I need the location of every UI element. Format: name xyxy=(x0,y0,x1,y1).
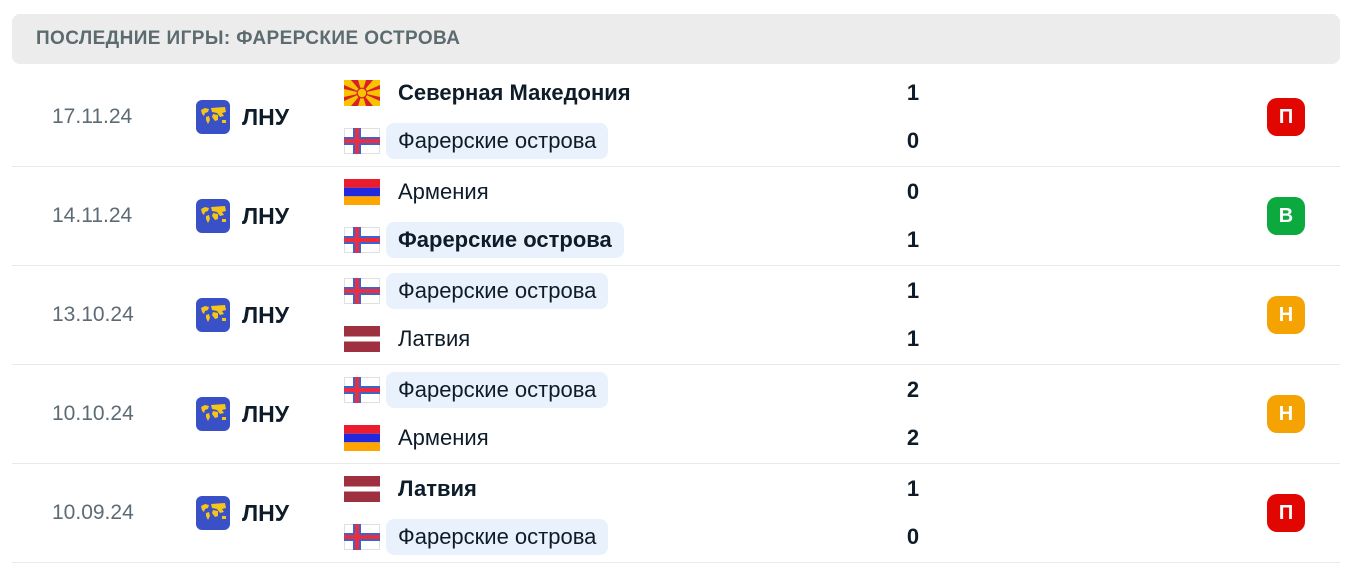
match-list: 17.11.24 ЛНУ Северная Македония Фарерски… xyxy=(12,68,1340,563)
scores: 2 2 xyxy=(883,366,943,462)
home-score: 1 xyxy=(906,278,920,303)
competition: ЛНУ xyxy=(196,298,344,332)
match-row[interactable]: 14.11.24 ЛНУ Армения Фарерские острова 0… xyxy=(12,167,1340,266)
flag-icon xyxy=(344,326,380,352)
world-map-icon xyxy=(196,496,230,530)
team-name: Фарерские острова xyxy=(386,123,609,159)
away-score: 2 xyxy=(906,425,920,450)
match-row[interactable]: 17.11.24 ЛНУ Северная Македония Фарерски… xyxy=(12,68,1340,167)
match-date: 14.11.24 xyxy=(52,204,133,227)
match-row[interactable]: 10.10.24 ЛНУ Фарерские острова Армения 2… xyxy=(12,365,1340,464)
widget-title: ПОСЛЕДНИЕ ИГРЫ: ФАРЕРСКИЕ ОСТРОВА xyxy=(36,28,461,49)
teams: Фарерские острова Армения xyxy=(344,366,883,462)
team-name: Фарерские острова xyxy=(386,222,624,258)
away-team: Латвия xyxy=(344,315,883,363)
competition-label: ЛНУ xyxy=(242,202,290,229)
away-team: Фарерские острова xyxy=(344,216,883,264)
flag-icon xyxy=(344,227,380,253)
home-team: Фарерские острова xyxy=(344,267,883,315)
away-score: 0 xyxy=(906,524,920,549)
away-team: Фарерские острова xyxy=(344,117,883,165)
result-badge: П xyxy=(1267,494,1305,532)
flag-icon xyxy=(344,476,380,502)
competition-label: ЛНУ xyxy=(242,499,290,526)
widget-header: ПОСЛЕДНИЕ ИГРЫ: ФАРЕРСКИЕ ОСТРОВА xyxy=(12,14,1340,64)
team-name: Латвия xyxy=(398,326,471,351)
scores: 1 0 xyxy=(883,465,943,561)
match-row[interactable]: 13.10.24 ЛНУ Фарерские острова Латвия 1 … xyxy=(12,266,1340,365)
world-map-icon xyxy=(196,397,230,431)
home-score: 0 xyxy=(906,179,920,204)
world-map-icon xyxy=(196,100,230,134)
competition: ЛНУ xyxy=(196,199,344,233)
match-date: 13.10.24 xyxy=(52,303,134,326)
team-name: Северная Македония xyxy=(398,80,631,105)
away-score: 1 xyxy=(906,326,920,351)
team-name: Фарерские острова xyxy=(386,273,609,309)
world-map-icon xyxy=(196,199,230,233)
flag-icon xyxy=(344,179,380,205)
teams: Армения Фарерские острова xyxy=(344,168,883,264)
home-score: 1 xyxy=(906,80,920,105)
scores: 0 1 xyxy=(883,168,943,264)
result-badge: Н xyxy=(1267,296,1305,334)
flag-icon xyxy=(344,377,380,403)
flag-icon xyxy=(344,128,380,154)
match-date: 17.11.24 xyxy=(52,105,133,128)
home-score: 1 xyxy=(906,476,920,501)
home-team: Армения xyxy=(344,168,883,216)
home-team: Фарерские острова xyxy=(344,366,883,414)
teams: Северная Македония Фарерские острова xyxy=(344,69,883,165)
result-badge: П xyxy=(1267,98,1305,136)
away-team: Фарерские острова xyxy=(344,513,883,561)
home-score: 2 xyxy=(906,377,920,402)
competition-label: ЛНУ xyxy=(242,103,290,130)
team-name: Фарерские острова xyxy=(386,372,609,408)
scores: 1 1 xyxy=(883,267,943,363)
competition: ЛНУ xyxy=(196,100,344,134)
team-name: Армения xyxy=(398,425,489,450)
competition: ЛНУ xyxy=(196,496,344,530)
match-date: 10.09.24 xyxy=(52,501,134,524)
match-date: 10.10.24 xyxy=(52,402,134,425)
team-name: Армения xyxy=(398,179,489,204)
teams: Латвия Фарерские острова xyxy=(344,465,883,561)
home-team: Латвия xyxy=(344,465,883,513)
away-score: 0 xyxy=(906,128,920,153)
competition-label: ЛНУ xyxy=(242,400,290,427)
teams: Фарерские острова Латвия xyxy=(344,267,883,363)
result-badge: Н xyxy=(1267,395,1305,433)
result-badge: В xyxy=(1267,197,1305,235)
world-map-icon xyxy=(196,298,230,332)
match-row[interactable]: 10.09.24 ЛНУ Латвия Фарерские острова 1 … xyxy=(12,464,1340,563)
team-name: Латвия xyxy=(398,476,477,501)
team-name: Фарерские острова xyxy=(386,519,609,555)
flag-icon xyxy=(344,425,380,451)
flag-icon xyxy=(344,278,380,304)
away-team: Армения xyxy=(344,414,883,462)
scores: 1 0 xyxy=(883,69,943,165)
home-team: Северная Македония xyxy=(344,69,883,117)
competition: ЛНУ xyxy=(196,397,344,431)
away-score: 1 xyxy=(906,227,920,252)
flag-icon xyxy=(344,524,380,550)
flag-icon xyxy=(344,80,380,106)
recent-matches-widget: ПОСЛЕДНИЕ ИГРЫ: ФАРЕРСКИЕ ОСТРОВА 17.11.… xyxy=(0,14,1352,563)
competition-label: ЛНУ xyxy=(242,301,290,328)
